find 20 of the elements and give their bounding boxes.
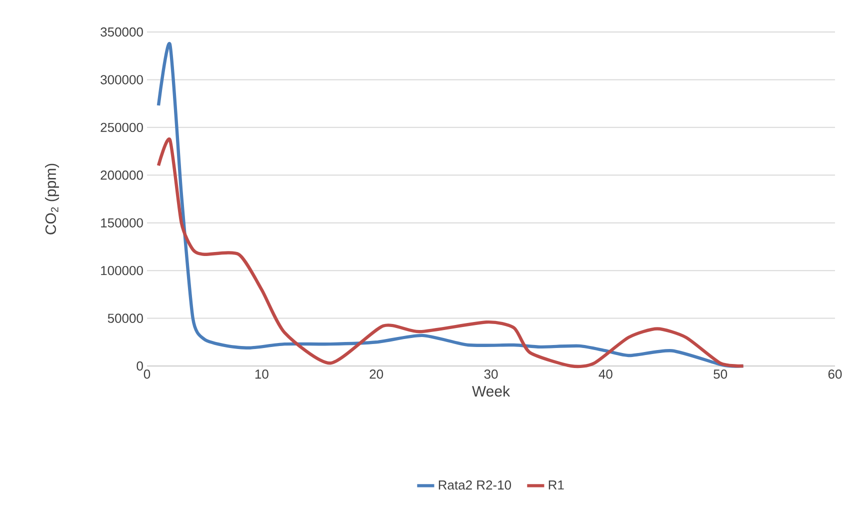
x-tick-label: 0 (144, 370, 150, 379)
x-tick-label: 20 (370, 370, 384, 379)
y-tick-label: 200000 (100, 170, 143, 180)
y-tick-label: 50000 (108, 314, 143, 323)
x-tick-label: 30 (484, 370, 498, 379)
y-tick-label: 150000 (101, 218, 143, 228)
y-axis-title: CO$_{2}$ (ppm) (45, 164, 59, 234)
legend-label: Rata2 R2-10 (438, 480, 512, 490)
legend-label: R1 (548, 480, 564, 490)
x-tick-label: 10 (255, 370, 268, 379)
y-tick-label: 250000 (100, 122, 143, 132)
line-series (156, 138, 745, 368)
x-tick-label: 50 (714, 370, 728, 379)
y-tick-label: 300000 (100, 75, 143, 84)
x-tick-label: 60 (828, 370, 842, 379)
y-tick-label: 100000 (101, 266, 143, 276)
y-tick-label: 0 (136, 361, 143, 371)
y-tick-label: 350000 (100, 27, 143, 37)
x-tick-label: 40 (598, 370, 612, 379)
x-axis-title: Week (472, 386, 510, 397)
